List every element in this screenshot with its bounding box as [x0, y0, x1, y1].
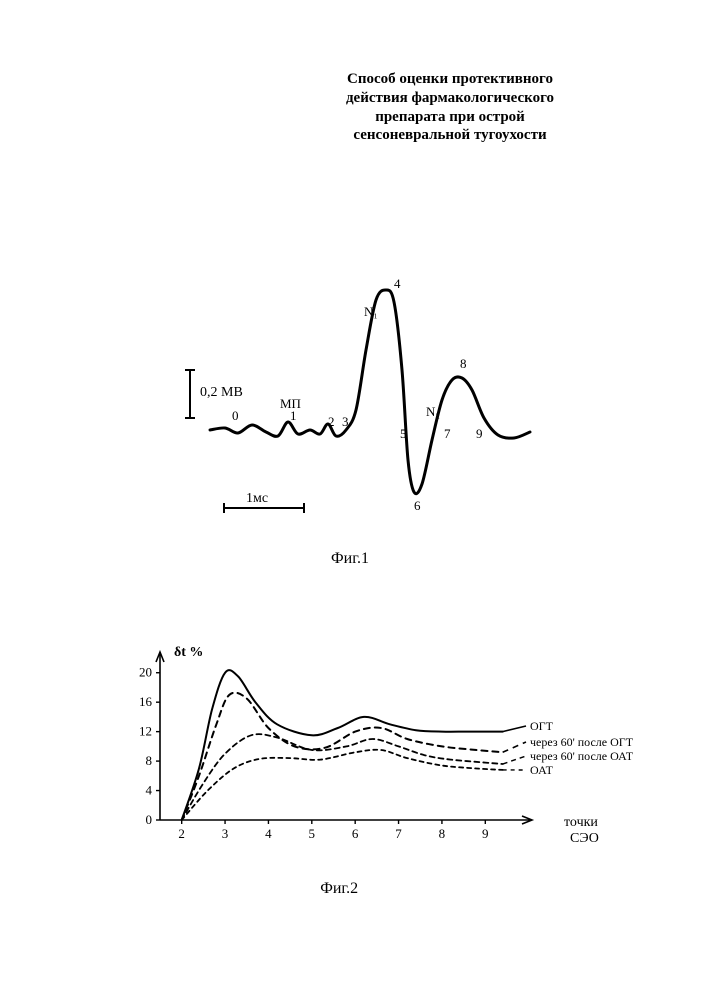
title-line: действия фармакологического [346, 90, 554, 106]
svg-text:8: 8 [460, 356, 467, 371]
figure-1-svg: 0,2 МВ1мс0МП123N₁456N₂789 [170, 260, 530, 540]
svg-text:через 60' после ОГТ: через 60' после ОГТ [530, 735, 634, 749]
svg-text:3: 3 [222, 826, 229, 841]
svg-text:0: 0 [232, 408, 239, 423]
svg-text:1мс: 1мс [246, 491, 268, 506]
svg-text:9: 9 [476, 426, 483, 441]
svg-text:ОГТ: ОГТ [530, 719, 554, 733]
svg-text:12: 12 [139, 724, 152, 739]
svg-text:СЭО: СЭО [570, 831, 599, 846]
svg-text:2: 2 [328, 414, 335, 429]
title-line: препарата при острой [375, 109, 525, 125]
figure-2: 04812162023456789δt %точкиСЭООГТчерез 60… [100, 640, 620, 900]
svg-text:N₂: N₂ [426, 404, 440, 419]
svg-text:6: 6 [414, 498, 421, 513]
document-title: Способ оценки протективного действия фар… [300, 70, 600, 145]
svg-text:N₁: N₁ [364, 304, 378, 319]
svg-text:16: 16 [139, 694, 153, 709]
svg-text:5: 5 [309, 826, 316, 841]
svg-text:4: 4 [265, 826, 272, 841]
figure-1-caption: Фиг.1 [331, 550, 369, 568]
svg-text:1: 1 [290, 408, 297, 423]
svg-text:δt %: δt % [174, 645, 203, 660]
svg-text:0,2 МВ: 0,2 МВ [200, 385, 243, 400]
svg-text:6: 6 [352, 826, 359, 841]
svg-text:ОАТ: ОАТ [530, 763, 554, 777]
svg-text:4: 4 [146, 783, 153, 798]
svg-text:4: 4 [394, 276, 401, 291]
svg-text:через 60' после ОАТ: через 60' после ОАТ [530, 749, 634, 763]
figure-2-caption: Фиг.2 [320, 880, 358, 898]
svg-text:0: 0 [146, 812, 153, 827]
svg-text:точки: точки [564, 815, 598, 830]
figure-2-svg: 0 4 8 12 16 20 2 3 4 5 6 7 8 9 δt % точкиСЭО ОГТ через 60… [100, 640, 660, 860]
svg-text:2: 2 [178, 826, 185, 841]
svg-text:3: 3 [342, 414, 349, 429]
figure-1: 0,2 МВ1мс0МП123N₁456N₂789 Фиг.1 [170, 260, 530, 560]
title-line: сенсоневральной тугоухости [353, 127, 546, 143]
svg-text:8: 8 [439, 826, 446, 841]
svg-text:5: 5 [400, 426, 407, 441]
svg-text:7: 7 [395, 826, 402, 841]
svg-text:7: 7 [444, 426, 451, 441]
svg-text:20: 20 [139, 665, 152, 680]
svg-text:9: 9 [482, 826, 489, 841]
svg-text:8: 8 [146, 753, 153, 768]
title-line: Способ оценки протективного [347, 71, 553, 87]
